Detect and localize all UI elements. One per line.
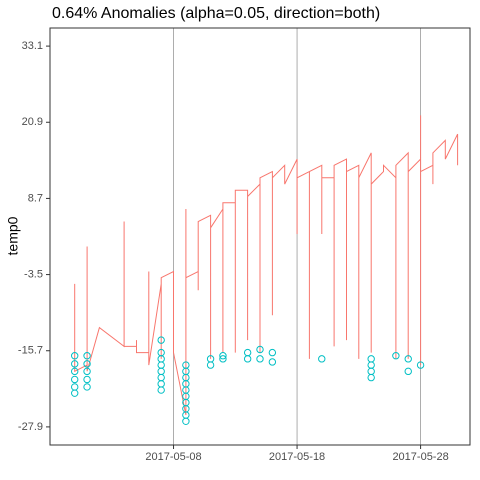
- anomaly-point: [83, 367, 91, 376]
- x-tick-label: 2017-05-28: [392, 451, 448, 463]
- anomaly-point: [182, 417, 190, 425]
- anomaly-point: [392, 352, 400, 360]
- y-tick-label: 8.7: [28, 192, 43, 204]
- anomaly-point: [83, 375, 91, 384]
- anomaly-point: [219, 355, 227, 363]
- anomaly-point: [206, 355, 215, 363]
- anomaly-point: [404, 367, 412, 376]
- x-tick-label: 2017-05-08: [145, 451, 201, 463]
- anomaly-point: [367, 373, 375, 382]
- anomaly-point: [219, 352, 227, 360]
- y-tick-label: -15.7: [18, 345, 43, 357]
- y-tick-label: -3.5: [24, 268, 43, 280]
- anomaly-point: [71, 352, 79, 360]
- anomaly-point: [157, 336, 165, 344]
- anomaly-point: [256, 355, 264, 363]
- anomaly-point: [367, 355, 375, 363]
- anomaly-point: [256, 345, 264, 354]
- series-line: [74, 115, 459, 416]
- anomaly-point: [243, 348, 252, 357]
- anomaly-point: [71, 389, 79, 397]
- x-tick-label: 2017-05-18: [269, 451, 325, 463]
- y-tick-label: 33.1: [22, 40, 43, 52]
- plot-border: [49, 27, 471, 446]
- anomaly-point: [83, 360, 91, 368]
- anomaly-point: [71, 360, 79, 368]
- chart-title: 0.64% Anomalies (alpha=0.05, direction=b…: [52, 5, 380, 22]
- anomaly-point: [71, 367, 79, 376]
- y-tick-label: -27.9: [18, 421, 43, 433]
- y-axis-label: temp0: [5, 216, 21, 255]
- anomaly-point: [268, 358, 277, 366]
- anomaly-point: [268, 348, 277, 357]
- anomaly-point: [404, 355, 412, 363]
- anomaly-point: [157, 386, 165, 394]
- anomaly-point: [83, 383, 91, 391]
- anomaly-point: [416, 361, 425, 369]
- anomaly-point: [83, 352, 91, 360]
- anomaly-point: [318, 355, 326, 363]
- y-tick-label: 20.9: [22, 116, 43, 128]
- anomaly-point: [71, 375, 79, 384]
